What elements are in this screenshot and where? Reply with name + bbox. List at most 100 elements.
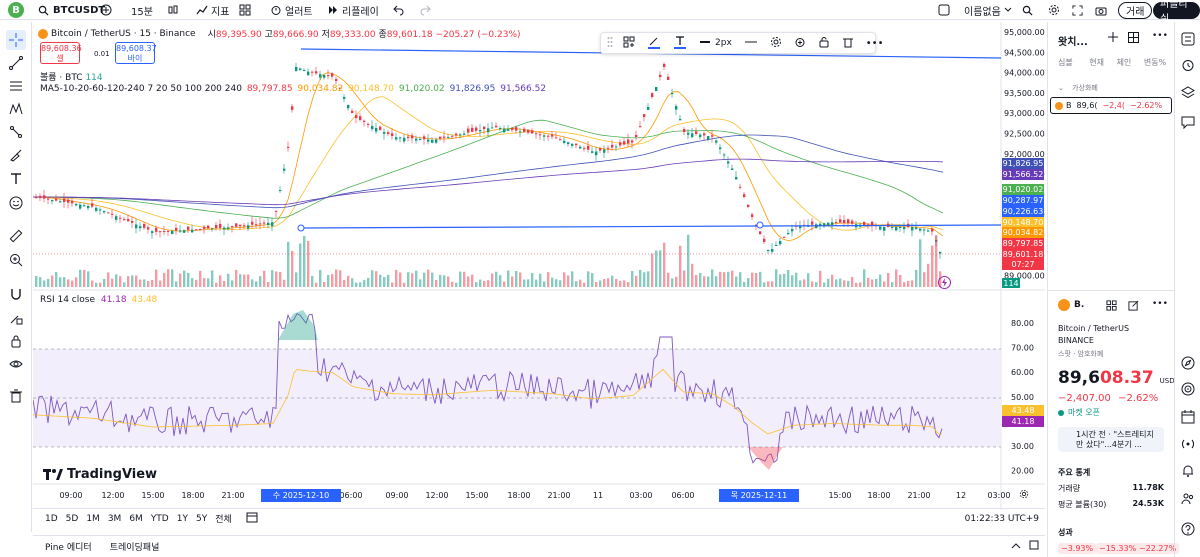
help-widget-button[interactable]	[1181, 522, 1195, 539]
line-width-value[interactable]: 2px	[715, 38, 732, 48]
drag-handle-icon[interactable]	[607, 36, 613, 51]
lock-icon[interactable]	[818, 36, 830, 51]
chart-area[interactable]: 95,000.00 94,500.00 94,000.00 93,500.00 93,0…	[33, 22, 1045, 513]
axis-settings-button[interactable]	[1019, 489, 1029, 502]
trash-icon[interactable]	[842, 36, 854, 51]
publish-button[interactable]: 퍼블리쉬	[1153, 0, 1200, 25]
alert-add-icon[interactable]	[794, 36, 806, 51]
snapshot-button[interactable]	[1095, 2, 1107, 18]
details-more-button[interactable]: •••	[1152, 299, 1168, 309]
text-color-icon[interactable]	[673, 35, 687, 52]
notifications-widget-button[interactable]	[1181, 464, 1195, 481]
maximize-panel-button[interactable]	[1029, 540, 1039, 553]
range-button[interactable]: 1Y	[176, 513, 188, 524]
interval-button[interactable]: 15분	[131, 6, 153, 18]
ideas-widget-button[interactable]	[1181, 356, 1195, 373]
brush-tool[interactable]	[6, 145, 26, 165]
range-button[interactable]: 전체	[215, 515, 232, 525]
perf-badge[interactable]: −22.27%	[1136, 543, 1180, 554]
layers-widget-button[interactable]	[1181, 86, 1195, 103]
goto-date-button[interactable]	[246, 511, 258, 526]
col-change-pct[interactable]: 변동%	[1143, 58, 1167, 67]
layout-menu[interactable]: 이름없음	[938, 2, 1012, 18]
pattern-tool[interactable]	[6, 99, 26, 119]
tradingview-logo[interactable]: TradingView	[43, 467, 157, 482]
range-button[interactable]: 6M	[129, 513, 143, 524]
range-button[interactable]: 1D	[45, 513, 58, 524]
tab-pine-editor[interactable]: Pine 에디터	[45, 543, 92, 553]
prediction-tool[interactable]	[6, 122, 26, 142]
details-name[interactable]: Bitcoin / TetherUS	[1058, 324, 1130, 333]
magnet-tool[interactable]	[6, 284, 26, 304]
chart-canvas[interactable]: 95,000.00 94,500.00 94,000.00 93,500.00 93,0…	[33, 22, 1045, 510]
community-widget-button[interactable]	[1181, 492, 1195, 509]
lightning-alert-icon[interactable]	[938, 276, 951, 289]
chat-widget-button[interactable]	[1181, 115, 1195, 132]
watchlist-section[interactable]: ⌄ 가상화폐	[1058, 84, 1098, 92]
indicator-chart-icon	[196, 5, 208, 15]
clock-timezone[interactable]: 01:22:33 UTC+9	[964, 513, 1039, 524]
redo-button[interactable]	[420, 2, 432, 18]
podcast-widget-button[interactable]	[1181, 437, 1195, 454]
measure-tool[interactable]	[6, 226, 26, 246]
hide-tool[interactable]	[6, 354, 26, 374]
hotlist-widget-button[interactable]	[1181, 382, 1195, 399]
details-grid-button[interactable]	[1106, 300, 1117, 314]
fullscreen-button[interactable]	[1072, 2, 1083, 18]
line-style-icon[interactable]	[744, 36, 758, 51]
template-icon[interactable]	[623, 36, 635, 51]
buy-button[interactable]: 89,608.37 바이	[115, 42, 157, 64]
replay-button[interactable]: 리플레이	[327, 2, 379, 18]
alerts-widget-button[interactable]	[1181, 58, 1195, 75]
lock-drawings-tool[interactable]	[6, 308, 26, 328]
sell-button[interactable]: 89,608.36 셀	[40, 42, 82, 64]
tab-trading-panel[interactable]: 트레이딩패널	[109, 543, 160, 553]
news-item[interactable]: 1시간 전 · "스트레티지 만 샀다"...4분기 ...	[1058, 427, 1164, 452]
range-button[interactable]: 5D	[65, 513, 79, 524]
widget-layout-button[interactable]	[1128, 32, 1139, 46]
trendline-tool[interactable]	[6, 53, 26, 73]
emoji-tool[interactable]	[6, 193, 26, 213]
settings-icon[interactable]	[770, 36, 782, 51]
remove-tool[interactable]	[6, 386, 26, 406]
calendar-widget-button[interactable]	[1181, 410, 1195, 427]
range-button[interactable]: 1M	[86, 513, 100, 524]
chart-type-button[interactable]	[167, 2, 179, 18]
more-icon[interactable]: •••	[865, 37, 884, 49]
text-tool[interactable]	[6, 169, 26, 189]
line-color-icon[interactable]	[647, 35, 661, 52]
undo-button[interactable]	[392, 2, 404, 18]
details-edit-button[interactable]	[1128, 300, 1139, 314]
collapse-panel-button[interactable]	[1011, 540, 1021, 553]
watchlist-widget-button[interactable]	[1181, 32, 1195, 49]
symbol-search[interactable]: BTCUSDT	[38, 2, 105, 18]
range-button[interactable]: 5Y	[195, 513, 208, 524]
watchlist-more-button[interactable]: •••	[1152, 31, 1168, 41]
add-symbol-button[interactable]	[1108, 32, 1118, 45]
watchlist-title[interactable]: 왓치...	[1058, 37, 1088, 48]
compare-add-button[interactable]	[100, 2, 112, 18]
trade-button[interactable]: 거래	[1118, 1, 1153, 19]
alert-button[interactable]: 얼러트	[270, 2, 313, 18]
perf-badge[interactable]: −15.33%	[1096, 543, 1140, 554]
candle-body	[499, 128, 502, 130]
range-button[interactable]: 3M	[107, 513, 122, 524]
settings-button[interactable]	[1048, 2, 1060, 18]
user-avatar[interactable]: B	[8, 2, 24, 18]
crosshair-tool[interactable]	[6, 30, 26, 50]
quick-search-button[interactable]	[1022, 2, 1033, 18]
perf-badge[interactable]: −3.93%	[1058, 543, 1097, 554]
lock-tool[interactable]	[6, 331, 26, 351]
range-button[interactable]: YTD	[150, 513, 169, 524]
col-last[interactable]: 현재	[1089, 58, 1105, 67]
watchlist-row-btc[interactable]: B 89,6( −2,4( −2.62%	[1050, 97, 1172, 114]
fib-tool[interactable]	[6, 76, 26, 96]
indicators-button[interactable]: 지표	[196, 2, 229, 18]
layout-templates-button[interactable]	[239, 2, 251, 18]
line-width-icon[interactable]	[699, 36, 711, 51]
zoom-tool[interactable]	[6, 250, 26, 270]
rsi-axis-label: 70.00	[1011, 344, 1034, 353]
col-symbol[interactable]: 심볼	[1058, 58, 1073, 67]
candle-body	[267, 222, 270, 226]
col-change[interactable]: 체인	[1116, 58, 1132, 67]
